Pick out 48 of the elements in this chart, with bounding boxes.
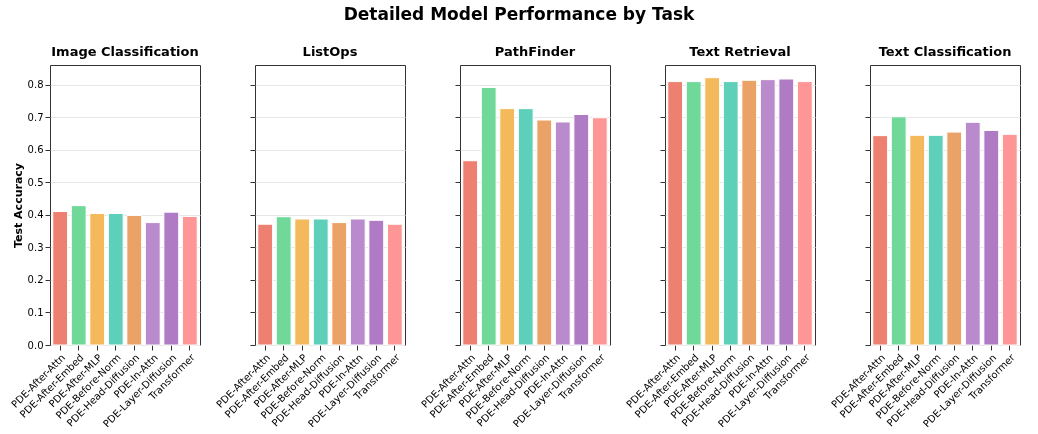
y-tick-label: 0.6 xyxy=(27,144,44,156)
bar xyxy=(126,214,143,346)
bar xyxy=(107,212,124,346)
bar xyxy=(983,129,1000,346)
bar xyxy=(349,218,366,346)
y-tick-label: 0.8 xyxy=(27,79,44,91)
bar xyxy=(181,215,198,346)
bar xyxy=(499,108,516,346)
bar xyxy=(536,119,553,346)
chart-title: Text Classification xyxy=(878,44,1012,59)
bar xyxy=(312,218,329,346)
bar xyxy=(591,117,608,346)
y-tick-label: 0.0 xyxy=(27,339,44,351)
bar xyxy=(909,134,926,346)
y-tick-label: 0.7 xyxy=(27,111,44,123)
bar xyxy=(554,121,571,346)
bar xyxy=(927,134,944,346)
bar xyxy=(257,223,274,346)
bar xyxy=(294,218,311,346)
bar xyxy=(517,108,534,346)
bar xyxy=(462,160,479,346)
bar xyxy=(1001,133,1018,346)
y-tick-label: 0.5 xyxy=(27,176,44,188)
bar xyxy=(386,223,403,346)
bar xyxy=(368,219,385,346)
bar xyxy=(70,205,87,346)
y-axis-title: Test Accuracy xyxy=(11,162,25,249)
chart-title: PathFinder xyxy=(494,44,576,59)
chart-title: Image Classification xyxy=(51,44,199,59)
bar xyxy=(946,131,963,346)
bar xyxy=(964,121,981,346)
bar xyxy=(872,135,889,346)
bar xyxy=(573,113,590,346)
bar xyxy=(890,116,907,346)
y-tick-label: 0.2 xyxy=(27,274,44,286)
bar xyxy=(144,222,161,346)
bar xyxy=(275,216,292,346)
text: Detailed Model Performance by Task xyxy=(342,3,696,24)
bar xyxy=(480,86,497,346)
y-tick-label: 0.4 xyxy=(27,209,44,221)
bar xyxy=(331,222,348,346)
chart-title: ListOps xyxy=(302,44,358,59)
y-tick-label: 0.1 xyxy=(27,306,44,318)
bar xyxy=(89,212,106,346)
chart-title: Text Retrieval xyxy=(689,44,791,59)
bar xyxy=(52,211,69,346)
y-tick-label: 0.3 xyxy=(27,241,44,253)
bar xyxy=(163,211,180,346)
